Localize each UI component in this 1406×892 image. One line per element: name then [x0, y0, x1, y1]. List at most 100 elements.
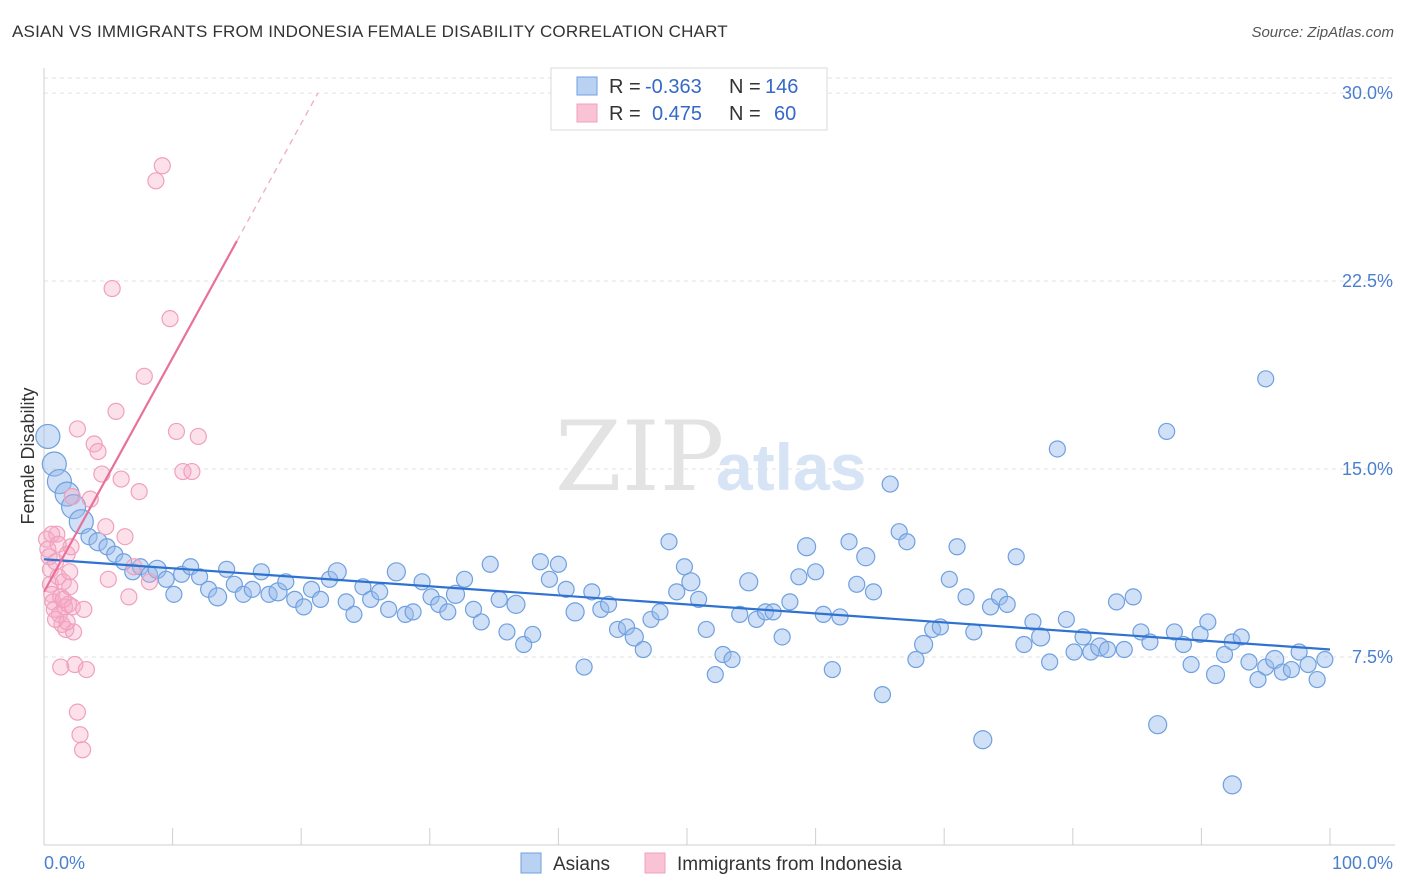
data-point-asians: [881, 475, 899, 493]
data-point-asians: [1199, 613, 1217, 631]
data-point-asians: [806, 563, 825, 581]
data-point-asians: [575, 658, 593, 676]
data-point-indonesia: [103, 279, 121, 298]
data-point-asians: [1240, 653, 1258, 671]
data-point-indonesia: [58, 613, 76, 631]
data-point-asians: [157, 570, 175, 588]
data-point-asians: [706, 665, 724, 684]
data-point-asians: [907, 650, 925, 669]
data-point-asians: [1299, 655, 1317, 674]
data-point-asians: [1015, 635, 1033, 654]
data-point-asians: [697, 620, 715, 639]
data-point-asians: [651, 603, 669, 621]
data-point-asians: [796, 537, 817, 557]
data-point-asians: [1191, 625, 1209, 644]
legend-r-value-2: 0.475: [652, 103, 702, 125]
data-point-asians: [165, 585, 183, 603]
data-point-asians: [873, 686, 892, 704]
legend-n-value-2: 60: [774, 103, 796, 125]
data-point-asians: [88, 532, 108, 552]
data-point-asians: [624, 627, 644, 647]
data-point-asians: [1308, 670, 1326, 689]
data-point-asians: [714, 645, 732, 664]
y-tick-labels: 7.5% 15.0% 22.5% 30.0%: [1342, 83, 1393, 667]
trend-line-indonesia: [43, 240, 238, 593]
data-point-asians: [998, 595, 1016, 613]
data-point-asians: [1065, 643, 1083, 661]
bottom-legend: Asians Immigrants from Indonesia: [520, 852, 902, 875]
data-point-asians: [948, 538, 966, 556]
data-point-asians: [1057, 610, 1075, 629]
data-point-asians: [1041, 653, 1059, 671]
data-point-asians: [1031, 627, 1051, 647]
data-point-asians: [1316, 650, 1334, 669]
data-point-asians: [840, 533, 858, 551]
y-tick-label: 7.5%: [1352, 647, 1393, 667]
legend-n-label-1: N =: [729, 76, 761, 98]
data-point-asians: [404, 603, 422, 621]
data-point-asians: [617, 618, 636, 636]
data-point-asians: [277, 573, 295, 591]
legend-r-value-1: -0.363: [645, 76, 702, 98]
data-point-asians: [243, 580, 261, 598]
data-point-asians: [481, 555, 499, 573]
bottom-legend-swatch-asians: [520, 852, 542, 874]
legend-box: R = -0.363 N = 146 R = 0.475 N = 60: [550, 67, 828, 131]
data-point-asians: [599, 595, 618, 613]
data-point-asians: [781, 593, 799, 611]
data-point-indonesia: [116, 528, 134, 546]
legend-r-label-2: R =: [609, 103, 641, 125]
data-point-indonesia: [147, 172, 165, 190]
data-point-asians: [914, 634, 934, 655]
data-point-asians: [464, 600, 483, 618]
data-point-indonesia: [68, 703, 87, 721]
data-point-asians: [252, 563, 270, 581]
y-tick-label: 22.5%: [1342, 271, 1393, 291]
data-point-indonesia: [107, 402, 125, 420]
data-point-indonesia: [167, 422, 186, 441]
bottom-legend-swatch-indonesia: [644, 852, 666, 874]
data-point-indonesia: [89, 442, 107, 461]
data-point-asians: [1282, 660, 1301, 679]
trend-lines: [43, 92, 1331, 651]
data-point-asians: [739, 572, 759, 592]
data-point-indonesia: [52, 658, 70, 676]
data-point-indonesia: [99, 570, 117, 588]
data-point-indonesia: [189, 427, 207, 446]
x-tick-label-min: 0.0%: [44, 853, 85, 873]
data-point-indonesia: [43, 525, 61, 543]
series-indonesia-points: [37, 157, 207, 759]
data-point-indonesia: [71, 726, 89, 744]
data-point-indonesia: [77, 660, 96, 679]
data-point-indonesia: [135, 367, 153, 385]
data-point-asians: [413, 573, 431, 591]
x-axis-ticks: [43, 828, 1331, 845]
trend-line-asians: [43, 558, 1331, 651]
data-point-asians: [380, 600, 398, 618]
data-point-asians: [1098, 640, 1117, 659]
data-point-asians: [856, 547, 876, 567]
data-point-indonesia: [73, 741, 92, 759]
data-point-asians: [1165, 623, 1183, 641]
data-point-asians: [311, 590, 330, 608]
data-point-asians: [565, 602, 585, 622]
data-point-asians: [773, 628, 791, 646]
data-point-asians: [790, 568, 808, 586]
data-point-indonesia: [153, 157, 171, 175]
bottom-legend-label-asians: Asians: [553, 854, 610, 875]
data-point-indonesia: [130, 482, 148, 501]
data-point-indonesia: [64, 623, 83, 641]
data-point-indonesia: [183, 462, 201, 481]
data-point-indonesia: [93, 465, 111, 483]
data-point-asians: [731, 605, 749, 624]
data-point-asians: [634, 640, 652, 659]
data-point-indonesia: [49, 535, 67, 553]
data-point-asians: [583, 583, 601, 601]
data-point-asians: [1257, 370, 1275, 388]
data-point-asians: [549, 555, 568, 573]
data-point-asians: [848, 575, 866, 593]
legend-r-label-1: R =: [609, 76, 641, 98]
data-point-asians: [1124, 588, 1142, 606]
data-point-asians: [668, 583, 686, 601]
chart-title: ASIAN VS IMMIGRANTS FROM INDONESIA FEMAL…: [12, 22, 728, 41]
